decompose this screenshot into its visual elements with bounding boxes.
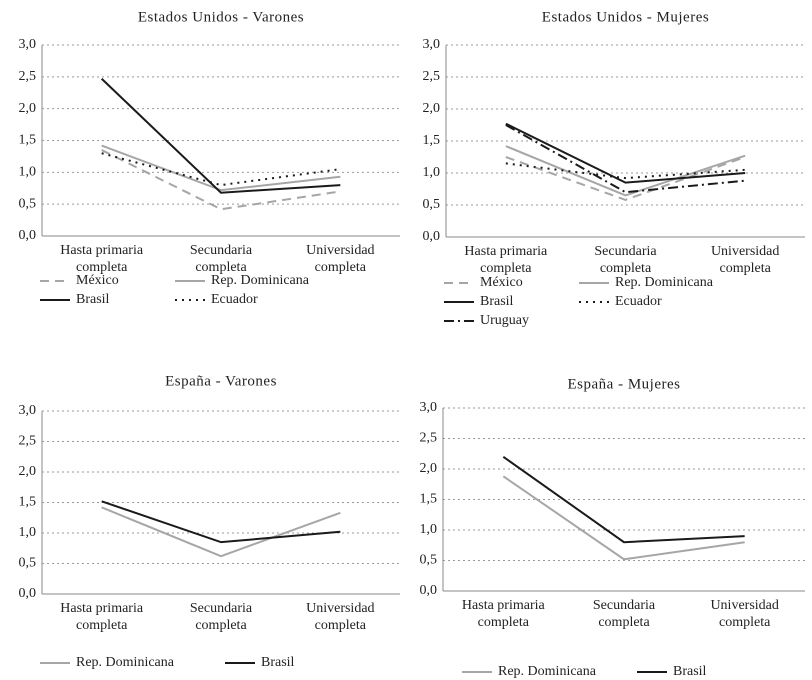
series-line	[101, 506, 341, 558]
y-tick-label: 1,5	[423, 133, 441, 148]
series-line	[101, 152, 341, 187]
legend-label: Ecuador	[211, 292, 258, 307]
y-tick-label: 2,0	[423, 101, 441, 116]
x-tick-label: Universidad completa	[710, 598, 778, 630]
legend-label: Brasil	[76, 292, 110, 307]
legend-label: Rep. Dominicana	[615, 275, 714, 290]
y-tick-label: 0,5	[420, 553, 438, 568]
x-tick-label: Hasta primaria completa	[60, 601, 144, 633]
legend-label: Ecuador	[615, 294, 662, 309]
legend-label: Uruguay	[480, 313, 529, 328]
series-line	[502, 455, 745, 544]
series-line	[505, 162, 746, 180]
y-tick-label: 1,0	[423, 165, 441, 180]
legend-label: Brasil	[261, 655, 295, 670]
series-line	[101, 149, 341, 211]
chart-title: España - Varones	[165, 373, 277, 389]
y-tick-label: 0,0	[19, 228, 37, 243]
y-tick-label: 3,0	[19, 37, 37, 52]
chart-title: Estados Unidos - Mujeres	[542, 9, 709, 25]
x-tick-label: Universidad completa	[306, 243, 374, 275]
y-tick-label: 0,5	[423, 197, 441, 212]
y-tick-label: 2,0	[19, 101, 37, 116]
x-tick-label: Secundaria completa	[190, 243, 253, 275]
legend-label: México	[76, 273, 119, 288]
series-line	[101, 144, 341, 192]
y-tick-label: 3,0	[420, 400, 438, 415]
y-tick-label: 1,0	[19, 525, 37, 540]
y-tick-label: 0,0	[420, 583, 438, 598]
x-tick-label: Hasta primaria completa	[60, 243, 144, 275]
series-line	[505, 145, 746, 197]
y-tick-label: 0,0	[19, 586, 37, 601]
y-tick-label: 0,5	[19, 556, 37, 571]
y-tick-label: 1,0	[19, 165, 37, 180]
y-tick-label: 1,5	[19, 133, 37, 148]
x-tick-label: Hasta primaria completa	[464, 244, 548, 276]
chart-title: Estados Unidos - Varones	[138, 9, 304, 25]
x-tick-label: Secundaria completa	[593, 598, 656, 630]
legend-label: Rep. Dominicana	[498, 664, 597, 679]
legend-label: México	[480, 275, 523, 290]
legend-label: Rep. Dominicana	[76, 655, 175, 670]
x-tick-label: Secundaria completa	[190, 601, 253, 633]
y-tick-label: 3,0	[423, 37, 441, 52]
y-tick-label: 1,5	[420, 492, 438, 507]
x-tick-label: Universidad completa	[306, 601, 374, 633]
y-tick-label: 1,5	[19, 495, 37, 510]
legend-label: Rep. Dominicana	[211, 273, 310, 288]
y-tick-label: 2,5	[19, 434, 37, 449]
series-line	[505, 124, 746, 194]
series-line	[505, 122, 746, 184]
y-tick-label: 2,5	[19, 69, 37, 84]
y-tick-label: 0,5	[19, 196, 37, 211]
series-line	[505, 156, 746, 201]
legend-label: Brasil	[480, 294, 514, 309]
y-tick-label: 2,5	[420, 431, 438, 446]
y-tick-label: 1,0	[420, 522, 438, 537]
y-tick-label: 2,0	[19, 464, 37, 479]
legend-label: Brasil	[673, 664, 707, 679]
series-line	[101, 500, 341, 544]
y-tick-label: 3,0	[19, 403, 37, 418]
y-tick-label: 2,5	[423, 69, 441, 84]
y-tick-label: 0,0	[423, 229, 441, 244]
y-tick-label: 2,0	[420, 461, 438, 476]
x-tick-label: Secundaria completa	[594, 244, 657, 276]
x-tick-label: Hasta primaria completa	[462, 598, 546, 630]
series-line	[100, 78, 341, 194]
chart-title: España - Mujeres	[568, 376, 681, 392]
x-tick-label: Universidad completa	[711, 244, 779, 276]
series-line	[502, 475, 745, 561]
